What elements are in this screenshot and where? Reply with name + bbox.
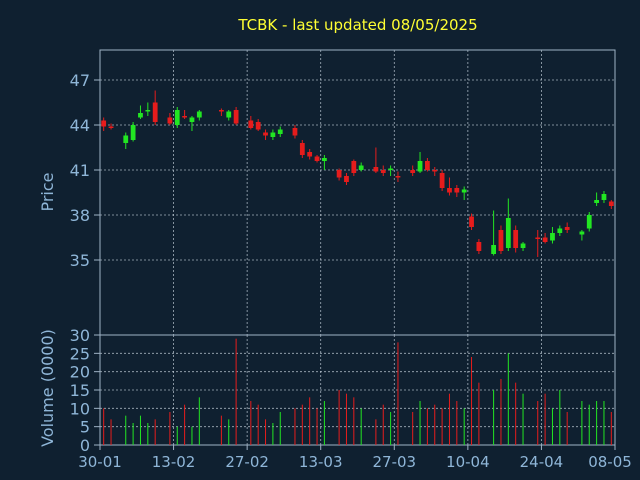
candle-body bbox=[586, 215, 592, 229]
candle-body bbox=[233, 110, 239, 124]
candle-body bbox=[344, 176, 349, 182]
candle-body bbox=[292, 128, 298, 136]
candle-body bbox=[336, 170, 342, 178]
price-axis-label: Price bbox=[38, 172, 57, 211]
candle-body bbox=[417, 161, 423, 172]
candle-body bbox=[270, 132, 276, 137]
candle-body bbox=[219, 110, 224, 112]
candles bbox=[101, 90, 614, 257]
candle-body bbox=[322, 158, 327, 161]
candle-body bbox=[145, 110, 151, 112]
candle-body bbox=[395, 176, 401, 178]
candle-body bbox=[196, 111, 202, 118]
candle-body bbox=[439, 173, 445, 188]
candle-body bbox=[491, 245, 496, 254]
candle-body bbox=[388, 168, 393, 170]
candle-body bbox=[351, 161, 357, 173]
x-tick-label: 27-02 bbox=[225, 453, 269, 471]
candle-body bbox=[314, 156, 320, 161]
candle-body bbox=[130, 125, 136, 140]
candle-body bbox=[226, 111, 232, 118]
candle-body bbox=[505, 218, 511, 248]
candle-body bbox=[542, 237, 548, 242]
candle-body bbox=[513, 230, 519, 248]
candle-body bbox=[373, 167, 379, 172]
x-axis: 30-01 13-02 27-02 13-03 27-03 10-04 24-04 08-05 bbox=[78, 445, 632, 471]
candle-body bbox=[410, 170, 416, 173]
candle-body bbox=[263, 132, 268, 136]
price-tick-label: 41 bbox=[70, 161, 90, 180]
candle-body bbox=[594, 200, 599, 203]
candle-body bbox=[358, 165, 364, 170]
candle-body bbox=[557, 228, 563, 233]
candle-body bbox=[277, 129, 283, 134]
volume-tick-label: 10 bbox=[70, 399, 90, 418]
candle-body bbox=[189, 117, 195, 122]
price-axis: 30 35 38 41 44 47 bbox=[70, 71, 100, 345]
candle-body bbox=[579, 231, 585, 235]
volume-tick-label: 20 bbox=[70, 363, 90, 382]
candle-body bbox=[432, 170, 438, 172]
candle-body bbox=[498, 230, 504, 251]
candle-body bbox=[255, 122, 261, 130]
chart-title: TCBK - last updated 08/05/2025 bbox=[237, 16, 477, 34]
candle-body bbox=[608, 201, 614, 206]
candle-body bbox=[152, 102, 158, 122]
candle-body bbox=[123, 135, 129, 143]
volume-bars bbox=[103, 338, 612, 445]
volume-grid bbox=[99, 335, 616, 445]
candle-body bbox=[248, 120, 254, 128]
candle-body bbox=[550, 233, 555, 241]
price-tick-label: 30 bbox=[70, 326, 90, 345]
candle-body bbox=[454, 188, 460, 193]
candle-body bbox=[108, 126, 114, 128]
candle-body bbox=[167, 117, 173, 124]
volume-tick-label: 0 bbox=[80, 436, 90, 455]
candle-body bbox=[182, 116, 187, 118]
x-tick-label: 13-02 bbox=[152, 453, 196, 471]
candle-body bbox=[601, 194, 607, 200]
price-panel-frame bbox=[99, 49, 616, 336]
candle-body bbox=[461, 189, 467, 193]
candle-body bbox=[520, 243, 526, 248]
volume-tick-label: 5 bbox=[80, 418, 90, 437]
x-tick-label: 30-01 bbox=[78, 453, 122, 471]
candle-body bbox=[564, 227, 570, 230]
candle-body bbox=[307, 152, 313, 157]
candle-body bbox=[535, 237, 541, 239]
x-tick-label: 27-03 bbox=[372, 453, 416, 471]
candle-body bbox=[138, 113, 143, 118]
volume-axis-label: Volume (0000) bbox=[38, 329, 57, 447]
x-tick-label: 10-04 bbox=[446, 453, 490, 471]
candle-body bbox=[469, 216, 474, 227]
x-tick-label: 24-04 bbox=[520, 453, 564, 471]
candle-body bbox=[447, 188, 452, 193]
candle-body bbox=[476, 242, 482, 251]
price-tick-label: 38 bbox=[70, 206, 90, 225]
price-tick-label: 47 bbox=[70, 71, 90, 90]
volume-tick-label: 25 bbox=[70, 344, 90, 363]
price-tick-label: 35 bbox=[70, 251, 90, 270]
volume-tick-label: 15 bbox=[70, 381, 90, 400]
candle-body bbox=[425, 161, 430, 170]
price-grid bbox=[99, 50, 616, 335]
x-tick-label: 08-05 bbox=[588, 453, 632, 471]
price-tick-label: 44 bbox=[70, 116, 90, 135]
candle-body bbox=[174, 110, 180, 125]
x-tick-label: 13-03 bbox=[299, 453, 343, 471]
candle-body bbox=[299, 143, 305, 155]
candle-body bbox=[101, 120, 107, 127]
candle-body bbox=[380, 170, 386, 173]
